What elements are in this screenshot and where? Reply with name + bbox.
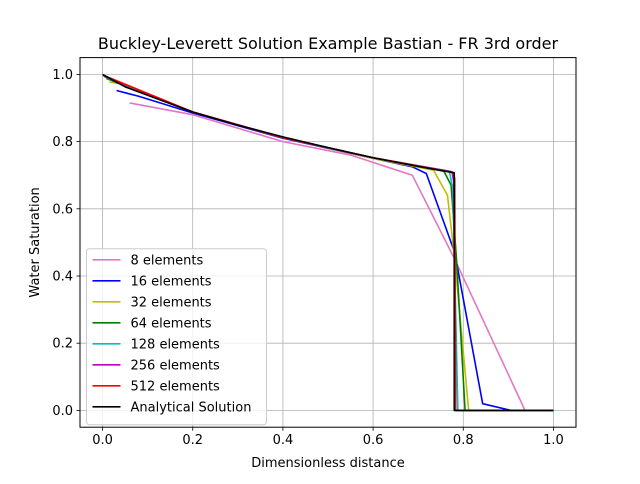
x-axis-label: Dimensionless distance	[251, 456, 404, 471]
x-tick-label: 0.4	[273, 433, 294, 448]
legend-label: 128 elements	[131, 337, 221, 352]
y-tick-label: 0.0	[52, 404, 73, 419]
plot-frame	[79, 57, 577, 428]
legend-label: 32 elements	[131, 295, 212, 310]
y-axis-label: Water Saturation	[28, 187, 43, 297]
y-tick-label: 1.0	[52, 68, 73, 83]
legend-box	[86, 248, 267, 426]
legend-label: 512 elements	[131, 379, 221, 394]
x-tick-label: 0.0	[92, 433, 113, 448]
x-tick-label: 0.2	[182, 433, 203, 448]
legend-label: 8 elements	[131, 253, 204, 268]
y-tick-label: 0.8	[52, 135, 73, 150]
legend-label: 256 elements	[131, 358, 221, 373]
legend-label: 64 elements	[131, 316, 212, 331]
legend-label: 16 elements	[131, 274, 212, 289]
series-line-1	[129, 102, 554, 412]
chart-title: Buckley-Leverett Solution Example Bastia…	[98, 34, 559, 53]
y-tick-label: 0.4	[52, 270, 73, 285]
legend: 8 elements 16 elements 32 elements 64 eleme…	[86, 248, 267, 426]
x-tick-label: 1.0	[543, 433, 564, 448]
series-layer	[102, 73, 554, 412]
tick-layer: 0.0 0.2 0.4 0.6 0.8 1.0 0.0 0.2 0.4 0.6 0.8 1.0	[52, 68, 563, 448]
x-tick-label: 0.8	[453, 433, 474, 448]
series-line-8	[102, 73, 554, 412]
y-tick-label: 0.6	[52, 202, 73, 217]
x-tick-label: 0.6	[363, 433, 384, 448]
y-tick-label: 0.2	[52, 337, 73, 352]
legend-label: Analytical Solution	[131, 400, 252, 415]
